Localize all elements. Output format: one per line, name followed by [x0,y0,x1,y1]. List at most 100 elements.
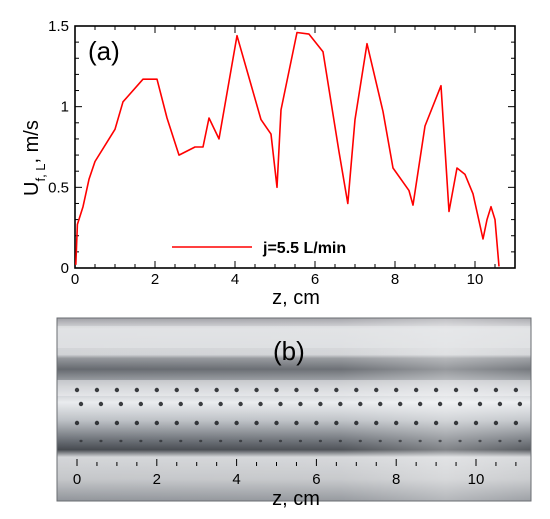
perforation-hole [417,401,423,407]
legend: j=5.5 L/min [172,240,346,257]
perforation-hole [218,401,223,407]
perforation-hole [437,401,443,407]
x-tick-label: 8 [391,271,399,288]
x-tick-label: 2 [151,271,159,288]
perforation-hole [119,439,123,443]
perforation-hole [294,387,299,393]
series-line-group [75,31,500,267]
perforation-hole [74,420,80,426]
perforation-hole [178,401,183,407]
perforation-hole [258,401,263,407]
y-axis-title-sub: f, L [33,163,48,181]
photo-tick-label: 4 [232,471,240,488]
photo-tick-label: 10 [468,471,485,488]
photo-tick-label: 6 [312,471,320,488]
perforation-hole [114,387,120,393]
perforation-hole [194,387,199,393]
perforation-hole [358,439,362,443]
photo-highlight [57,318,531,501]
y-tick-label: 1 [61,99,69,116]
series-line [75,31,500,267]
perforation-hole [254,387,259,393]
perforation-hole [254,420,259,426]
perforation-hole [517,401,523,407]
perforation-hole [473,387,479,393]
perforation-hole [458,439,462,443]
perforation-hole [453,420,459,426]
tick-labels: 0 2 4 6 8 10 0 0.5 1 1.5 [48,18,483,288]
perforation-hole [438,439,442,443]
perforation-hole [198,401,203,407]
x-axis-title-a: z, cm [272,287,320,309]
perforation-hole [298,401,303,407]
panel-label-b: (b) [273,336,305,366]
plot-frame [74,25,516,269]
panel-label-a: (a) [88,36,120,66]
perforation-hole [278,439,283,443]
perforation-hole [238,401,243,407]
perforation-hole [358,401,363,407]
perforation-hole [94,387,100,393]
perforation-hole [378,401,383,407]
perforation-hole [334,387,339,393]
perforation-hole [394,420,399,426]
perforation-hole [338,401,343,407]
perforation-hole [394,387,399,393]
perforation-hole [413,387,419,393]
perforation-hole [418,439,422,443]
perforation-hole [179,439,183,443]
x-tick-label: 6 [311,271,319,288]
perforation-hole [433,420,439,426]
legend-label: j=5.5 L/min [262,240,346,257]
perforation-hole [94,420,100,426]
perforation-hole [174,420,179,426]
y-axis-title-unit: , m/s [21,120,43,163]
perforation-hole [78,401,84,407]
perforation-hole [98,401,104,407]
photo-scale-ticks: 0 2 4 6 8 10 [73,459,517,488]
perforation-hole [294,420,299,426]
svg-text:Uf, L, m/s: Uf, L, m/s [21,120,48,196]
perforation-hole [478,439,482,443]
perforation-hole [239,439,243,443]
perforation-hole [453,387,459,393]
perforation-hole [214,420,219,426]
perforation-hole [413,420,419,426]
photo-tick-label: 8 [392,471,400,488]
perforation-hole [298,439,303,443]
photo-top-sheen [57,326,531,348]
perforation-hole [234,420,239,426]
perforation-hole [318,439,322,443]
perforation-hole [473,420,479,426]
perforation-hole [138,401,144,407]
perforation-hole [79,439,83,443]
perforation-hole [314,420,319,426]
panel-b-photo: (b) 0 2 4 6 8 10 z, cm [56,317,532,510]
y-tick-label: 0 [61,260,69,277]
perforation-hole [513,420,519,426]
perforation-hole [199,439,203,443]
perforation-hole [334,420,339,426]
perforation-hole [99,439,103,443]
perforation-hole [134,387,140,393]
perforation-hole [74,387,80,393]
perforation-hole [139,439,143,443]
perforation-hole [214,387,219,393]
perforation-hole [378,439,382,443]
perforation-hole [114,420,120,426]
perforation-hole [477,401,483,407]
perforation-hole [314,387,319,393]
perforation-hole [398,439,402,443]
photo-frame [56,317,532,502]
y-tick-label: 0.5 [48,179,69,196]
perforation-hole [154,420,159,426]
perforation-hole [497,401,503,407]
perforation-hole [354,387,359,393]
perforation-hole [518,439,522,443]
perforation-hole [338,439,342,443]
perforation-hole [278,401,283,407]
perforation-hole [493,387,499,393]
photo-tick-label: 2 [153,471,161,488]
perforation-hole [457,401,463,407]
